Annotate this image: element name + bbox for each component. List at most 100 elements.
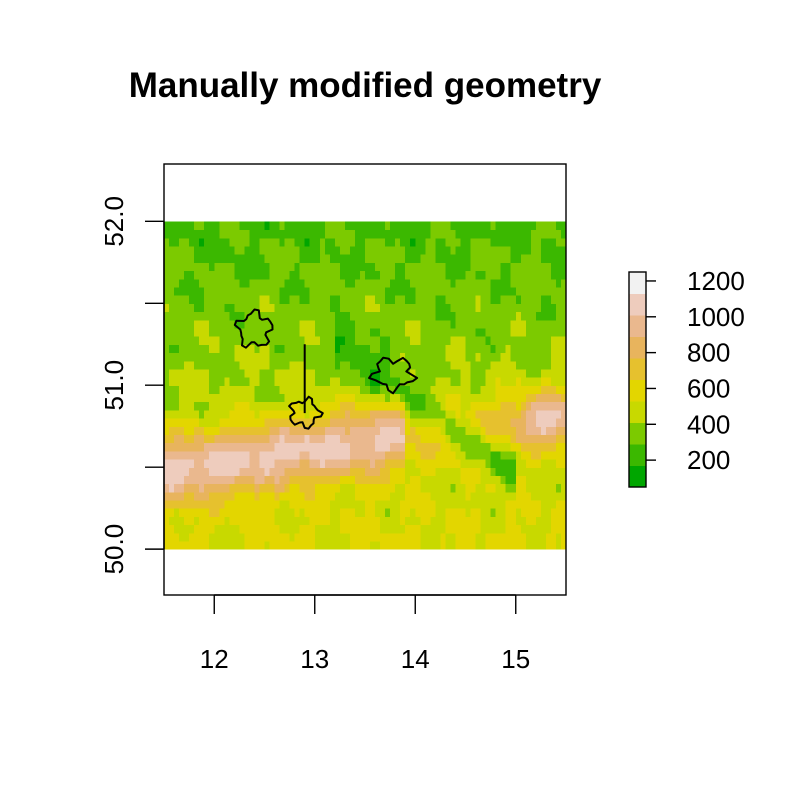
raster-cell [269, 229, 276, 239]
raster-cell [259, 311, 266, 321]
raster-cell [234, 409, 240, 419]
raster-cell [199, 368, 205, 378]
raster-cell [400, 319, 406, 329]
raster-cell [375, 401, 381, 411]
raster-cell [304, 286, 311, 296]
raster-cell [460, 418, 467, 427]
raster-cell [475, 295, 482, 304]
raster-cell [304, 475, 311, 485]
raster-cell [530, 524, 537, 534]
raster-cell [470, 516, 477, 526]
raster-cell [349, 483, 356, 493]
raster-cell [545, 385, 552, 395]
raster-cell [500, 311, 507, 321]
raster-cell [485, 532, 492, 542]
raster-cell [244, 254, 251, 263]
raster-cell [294, 532, 301, 542]
raster-cell [415, 540, 421, 550]
raster-cell [520, 467, 527, 476]
raster-cell [354, 221, 361, 231]
raster-cell [450, 516, 457, 526]
raster-cell [209, 254, 215, 263]
raster-cell [229, 426, 235, 435]
raster-cell [359, 245, 366, 255]
raster-cell [560, 278, 567, 288]
raster-cell [495, 344, 502, 354]
raster-cell [234, 327, 240, 337]
raster-cell [284, 245, 291, 255]
raster-cell [229, 245, 235, 255]
raster-cell [535, 418, 542, 427]
raster-cell [179, 467, 185, 476]
raster-cell [510, 524, 517, 534]
raster-cell [174, 221, 180, 231]
raster-cell [435, 311, 441, 321]
raster-cell [244, 229, 251, 239]
raster-cell [274, 221, 281, 231]
raster-cell [545, 409, 552, 419]
raster-cell [184, 393, 190, 403]
raster-cell [445, 344, 452, 354]
raster-cell [254, 393, 261, 403]
raster-cell [219, 540, 225, 550]
raster-cell [500, 409, 507, 419]
raster-cell [299, 327, 306, 337]
raster-cell [410, 319, 416, 329]
raster-cell [219, 377, 225, 386]
raster-cell [435, 286, 441, 296]
raster-cell [199, 467, 205, 476]
raster-cell [229, 458, 235, 468]
raster-cell [249, 286, 256, 296]
raster-cell [525, 409, 532, 419]
raster-cell [375, 418, 381, 427]
raster-cell [490, 237, 497, 247]
raster-cell [179, 377, 185, 386]
raster-cell [450, 524, 457, 534]
raster-cell [515, 516, 522, 526]
raster-cell [410, 524, 416, 534]
raster-cell [400, 393, 406, 403]
raster-cell [279, 344, 286, 354]
raster-cell [450, 491, 457, 501]
raster-cell [214, 458, 220, 468]
raster-cell [329, 319, 336, 329]
raster-cell [344, 458, 351, 468]
raster-cell [460, 319, 467, 329]
raster-cell [460, 442, 467, 452]
raster-cell [545, 327, 552, 337]
y-axis: 50.051.052.0 [99, 196, 165, 574]
raster-cell [334, 434, 341, 444]
raster-cell [224, 368, 230, 378]
raster-cell [264, 319, 271, 329]
raster-cell [289, 303, 296, 313]
raster-cell [385, 344, 391, 354]
raster-cell [545, 286, 552, 296]
raster-cell [174, 475, 180, 485]
raster-cell [349, 426, 356, 435]
raster-cell [239, 467, 245, 476]
raster-cell [445, 475, 452, 485]
raster-cell [219, 532, 225, 542]
raster-cell [370, 434, 376, 444]
raster-cell [495, 327, 502, 337]
raster-cell [500, 524, 507, 534]
raster-cell [179, 262, 185, 272]
raster-cell [289, 295, 296, 304]
raster-cell [299, 409, 306, 419]
raster-cell [560, 450, 567, 460]
raster-cell [229, 262, 235, 272]
raster-cell [430, 221, 436, 231]
raster-cell [510, 377, 517, 386]
raster-cell [485, 467, 492, 476]
raster-cell [339, 418, 346, 427]
raster-cell [174, 426, 180, 435]
raster-cell [435, 254, 441, 263]
raster-cell [400, 524, 406, 534]
raster-cell [410, 221, 416, 231]
raster-cell [209, 426, 215, 435]
raster-cell [319, 278, 326, 288]
raster-cell [164, 270, 170, 280]
raster-cell [555, 352, 562, 362]
raster-cell [500, 262, 507, 272]
raster-cell [490, 368, 497, 378]
